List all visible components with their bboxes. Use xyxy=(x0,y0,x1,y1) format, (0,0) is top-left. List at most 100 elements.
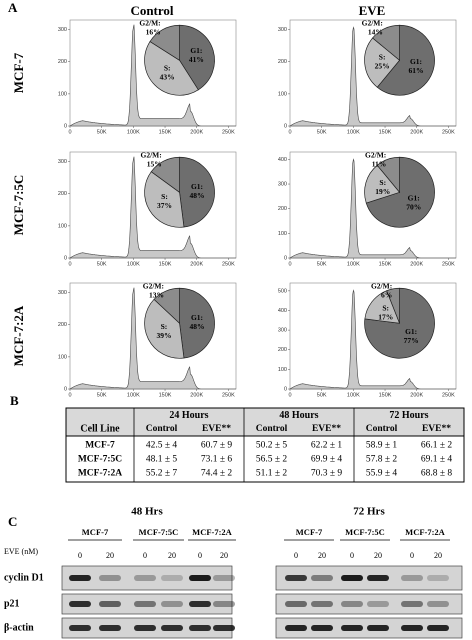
x-tick-label: 250K xyxy=(442,129,455,135)
pie-slice xyxy=(179,156,215,228)
pie-value-label: 16% xyxy=(146,28,161,37)
blot-band xyxy=(285,601,307,607)
blot-band xyxy=(189,575,211,581)
x-tick-label: 100K xyxy=(347,392,360,398)
y-tick-label: 200 xyxy=(278,59,287,65)
cell-line-label: MCF-7:5C xyxy=(345,527,385,537)
table-cell: 62.2 ± 1 xyxy=(311,440,343,450)
pie-slice xyxy=(364,37,401,88)
blot-band xyxy=(427,601,449,607)
y-tick-label: 100 xyxy=(278,231,287,237)
y-tick-label: 100 xyxy=(278,91,287,97)
pie-value-label: 48% xyxy=(190,191,205,200)
x-tick-label: 0 xyxy=(288,261,291,267)
y-tick-label: 200 xyxy=(58,322,67,328)
x-tick-label: 250K xyxy=(442,261,455,267)
blot-band xyxy=(69,625,91,631)
x-tick-label: 0 xyxy=(68,129,71,135)
table-cell: 69.9 ± 4 xyxy=(311,454,343,464)
pie-label: G2/M: xyxy=(365,151,386,160)
y-tick-label: 300 xyxy=(278,181,287,187)
pie-label: S: xyxy=(382,303,389,312)
pie-label: S: xyxy=(161,322,168,331)
y-tick-label: 100 xyxy=(278,367,287,373)
blot-band xyxy=(161,625,183,631)
table-subheader: Control xyxy=(366,424,398,434)
blot-band xyxy=(401,601,423,607)
dose-label: 20 xyxy=(434,551,442,560)
table-cell: 74.4 ± 2 xyxy=(201,468,233,478)
blot-band xyxy=(401,575,423,581)
blot-band xyxy=(367,625,389,631)
dose-label: 20 xyxy=(374,551,382,560)
pie-slice xyxy=(144,298,185,359)
x-tick-label: 0 xyxy=(288,129,291,135)
y-tick-label: 200 xyxy=(58,191,67,197)
row-label: MCF-7:2A xyxy=(11,305,26,366)
blot-band xyxy=(161,601,183,607)
panel-label: A xyxy=(8,0,18,15)
x-tick-label: 200K xyxy=(190,392,203,398)
dose-label: EVE (nM) xyxy=(4,547,38,556)
histogram-trace xyxy=(289,158,456,259)
x-tick-label: 50K xyxy=(97,129,107,135)
table-cell: 55.9 ± 4 xyxy=(366,468,398,478)
histogram-trace xyxy=(69,24,236,127)
table-header: 48 Hours xyxy=(279,410,318,421)
column-title: Control xyxy=(130,3,173,18)
pie-value-label: 77% xyxy=(404,336,419,345)
pie-value-label: 17% xyxy=(378,312,393,321)
x-tick-label: 150K xyxy=(159,129,172,135)
blot-band xyxy=(189,601,211,607)
x-tick-label: 0 xyxy=(288,392,291,398)
pie-value-label: 41% xyxy=(189,55,204,64)
blot-band xyxy=(285,625,307,631)
pie-slice xyxy=(364,164,401,204)
pie-value-label: 11% xyxy=(372,160,387,169)
protein-label: β-actin xyxy=(4,622,34,633)
pie-label: S: xyxy=(161,192,168,201)
y-tick-label: 200 xyxy=(278,347,287,353)
dose-label: 0 xyxy=(350,551,354,560)
table-cell: 56.5 ± 2 xyxy=(256,454,288,464)
pie-label: G1: xyxy=(410,57,422,66)
pie-value-label: 14% xyxy=(368,28,383,37)
table-subheader: EVE** xyxy=(422,424,451,434)
histogram-trace xyxy=(289,26,456,127)
x-tick-label: 150K xyxy=(379,261,392,267)
y-tick-label: 0 xyxy=(284,386,287,392)
x-tick-label: 250K xyxy=(222,129,235,135)
pie-value-label: 15% xyxy=(147,160,162,169)
x-tick-label: 200K xyxy=(410,129,423,135)
pie-slice xyxy=(144,41,199,96)
table-header-bg xyxy=(66,408,464,436)
cell-line-label: MCF-7 xyxy=(82,527,109,537)
x-tick-label: 250K xyxy=(222,392,235,398)
pie-value-label: 61% xyxy=(409,66,424,75)
pie-slice xyxy=(376,156,400,194)
blot-band xyxy=(134,575,156,581)
x-tick-label: 100K xyxy=(127,261,140,267)
y-tick-label: 0 xyxy=(284,123,287,129)
y-tick-label: 200 xyxy=(278,206,287,212)
pie-value-label: 70% xyxy=(406,202,421,211)
table-subheader: EVE** xyxy=(202,424,231,434)
column-title: EVE xyxy=(359,3,386,18)
y-tick-label: 0 xyxy=(64,255,67,261)
pie-label: G2/M: xyxy=(362,19,383,28)
x-tick-label: 0 xyxy=(68,392,71,398)
blot-band xyxy=(69,575,91,581)
pie-slice xyxy=(372,24,400,62)
blot-band xyxy=(213,625,235,631)
x-tick-label: 200K xyxy=(190,261,203,267)
y-tick-label: 300 xyxy=(58,27,67,33)
row-label: MCF-7:5C xyxy=(11,175,26,236)
y-tick-label: 400 xyxy=(278,308,287,314)
pie-label: G2/M: xyxy=(371,282,392,291)
table-cell: 42.5 ± 4 xyxy=(146,440,178,450)
table-cell: 57.8 ± 2 xyxy=(366,454,398,464)
pie-label: S: xyxy=(379,178,386,187)
x-tick-label: 50K xyxy=(97,392,107,398)
dose-label: 0 xyxy=(294,551,298,560)
x-tick-label: 200K xyxy=(410,392,423,398)
